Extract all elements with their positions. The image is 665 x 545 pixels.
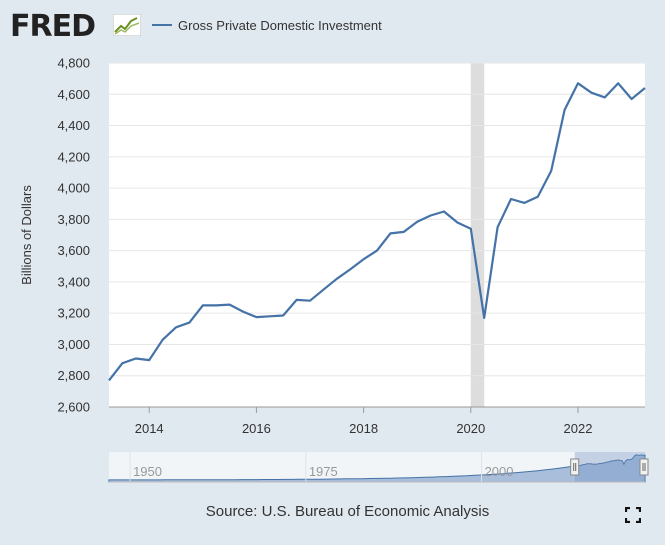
- y-axis-title: Billions of Dollars: [19, 185, 34, 285]
- navigator-tick-label: 1950: [133, 464, 162, 479]
- series-line: [108, 82, 646, 382]
- y-tick-label: 4,400: [57, 118, 90, 133]
- legend-line-swatch: [152, 24, 172, 26]
- navigator-right-handle[interactable]: [639, 458, 649, 476]
- recession-band: [470, 63, 485, 407]
- navigator-series-area: [108, 454, 646, 483]
- x-tick-label: 2020: [456, 421, 485, 436]
- x-tick-label: 2018: [349, 421, 378, 436]
- y-tick-label: 3,600: [57, 243, 90, 258]
- y-tick-label: 2,800: [57, 368, 90, 383]
- navigator-selection: [574, 452, 645, 482]
- x-tick-label: 2016: [242, 421, 271, 436]
- handle-body: [639, 458, 649, 476]
- navigator-left-handle[interactable]: [570, 458, 580, 476]
- y-tick-label: 4,000: [57, 181, 90, 196]
- y-tick-label: 2,600: [57, 400, 90, 415]
- y-tick-label: 4,800: [57, 56, 90, 71]
- y-tick-label: 3,200: [57, 306, 90, 321]
- x-tick-label: 2014: [135, 421, 164, 436]
- navigator-tick-label: 1975: [309, 464, 338, 479]
- y-tick-label: 3,800: [57, 212, 90, 227]
- fred-logo-graph-icon: [113, 14, 141, 36]
- fullscreen-icon[interactable]: [625, 507, 641, 523]
- legend-series-label: Gross Private Domestic Investment: [178, 17, 382, 33]
- main-chart[interactable]: 2,600 2,800 3,000 3,200 3,400 3,600 3,800 4,000…: [0, 0, 665, 500]
- y-tick-label: 3,400: [57, 274, 90, 289]
- y-tick-label: 3,000: [57, 337, 90, 352]
- plot-area: [109, 63, 645, 407]
- x-tick-label: 2022: [564, 421, 593, 436]
- navigator-tick-label: 2000: [485, 464, 514, 479]
- source-text: Source: U.S. Bureau of Economic Analysis: [205, 503, 490, 520]
- handle-body: [570, 458, 580, 476]
- legend: Gross Private Domestic Investment: [152, 16, 382, 34]
- y-tick-label: 4,200: [57, 149, 90, 164]
- y-tick-label: 4,600: [57, 87, 90, 102]
- fred-logo[interactable]: FRED: [10, 9, 96, 44]
